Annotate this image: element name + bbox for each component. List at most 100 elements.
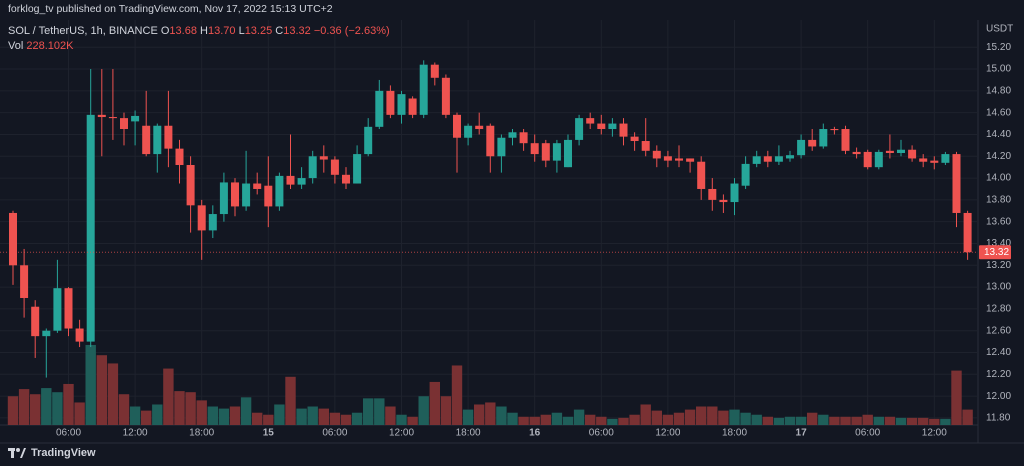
volume-bar <box>474 404 485 425</box>
volume-bar <box>107 363 119 425</box>
candle-body <box>208 214 217 231</box>
volume-bar <box>707 406 718 425</box>
candle-body <box>231 182 239 207</box>
y-tick-label: 14.40 <box>986 129 1011 140</box>
volume-bar <box>784 416 796 425</box>
volume-bar <box>640 404 651 425</box>
candle-body <box>663 156 672 161</box>
candle-body <box>386 90 395 115</box>
y-tick-label: 12.80 <box>986 304 1011 315</box>
candle-body <box>630 136 639 142</box>
candle-body <box>297 178 306 185</box>
candle-body <box>419 64 428 115</box>
volume-bar <box>540 414 551 425</box>
x-tick-label: 17 <box>796 428 808 439</box>
volume-bar <box>729 409 740 425</box>
volume-bar <box>418 396 429 425</box>
candle-body <box>353 154 362 184</box>
x-tick-label: 18:00 <box>456 428 481 439</box>
volume-bar <box>518 416 529 425</box>
y-axis-label: USDT <box>986 24 1013 35</box>
volume-bar <box>196 400 207 425</box>
volume-bar <box>96 355 107 425</box>
volume-bar <box>618 417 629 425</box>
x-tick-label: 06:00 <box>56 428 81 439</box>
brand: TradingView <box>8 447 96 459</box>
volume-bar <box>174 391 185 425</box>
volume-bar <box>152 404 163 425</box>
candle-body <box>730 183 739 203</box>
volume-bar <box>696 406 707 425</box>
candle-body <box>9 212 17 266</box>
volume-bar <box>129 406 141 425</box>
candle-body <box>575 118 584 140</box>
volume-bar <box>740 412 751 425</box>
y-tick-label: 14.60 <box>986 107 1011 118</box>
candle-body <box>641 141 650 151</box>
ohlc-key: L <box>238 25 245 37</box>
candle-body <box>686 158 695 162</box>
x-tick-label: 12:00 <box>922 428 947 439</box>
volume-bar <box>507 412 518 425</box>
volume-bar <box>551 412 563 425</box>
y-tick-label: 11.80 <box>986 413 1011 424</box>
candle-body <box>75 328 84 342</box>
volume-bar <box>862 414 873 425</box>
candle-body <box>552 143 561 161</box>
volume-bar <box>673 412 685 425</box>
candle-body <box>863 151 872 168</box>
candle-body <box>242 183 251 207</box>
volume-bar <box>929 418 940 425</box>
volume-bar <box>451 365 463 425</box>
volume-bar <box>962 409 973 425</box>
candle-body <box>253 183 262 189</box>
volume-bar <box>229 406 241 425</box>
y-tick-label: 13.60 <box>986 216 1011 227</box>
x-tick-label: 18:00 <box>722 428 747 439</box>
y-tick-label: 15.20 <box>986 42 1011 53</box>
candle-body <box>375 90 384 127</box>
volume-bar <box>440 396 452 425</box>
candle-body <box>719 199 728 203</box>
volume-bar <box>318 408 329 425</box>
volume-bar <box>218 408 230 425</box>
candle-body <box>408 98 417 115</box>
candle-body <box>774 156 783 162</box>
ohlc: O13.68 H13.70 L13.25 C13.32 <box>161 25 314 37</box>
volume-bar <box>573 409 585 425</box>
candle-body <box>453 114 461 138</box>
volume-bar <box>141 410 152 425</box>
candle-body <box>42 330 51 337</box>
ohlc-value: 13.25 <box>244 25 273 37</box>
volume-bar <box>252 412 263 425</box>
x-tick-label: 12:00 <box>655 428 680 439</box>
volume-bar <box>873 416 884 425</box>
candle-body <box>486 125 495 157</box>
x-tick-label: 16 <box>529 428 541 439</box>
candle-body <box>619 123 628 137</box>
volume-bar <box>807 412 818 425</box>
candle-body <box>508 132 517 138</box>
candle-body <box>430 64 439 78</box>
ohlc-key: H <box>200 25 208 37</box>
candle-body <box>330 159 339 175</box>
candle-body <box>475 125 484 130</box>
candle-body <box>164 125 173 149</box>
candle-body <box>175 148 184 165</box>
price-label: 13.32 <box>984 247 1009 258</box>
volume-bar <box>340 414 352 425</box>
candle-body <box>53 288 62 331</box>
volume-bar <box>363 398 374 425</box>
volume-bar <box>662 414 674 425</box>
volume-bar <box>496 406 507 425</box>
volume-bar <box>7 396 19 425</box>
volume-bar <box>585 414 596 425</box>
volume-bar <box>30 394 41 425</box>
volume-bar <box>485 402 496 425</box>
candle-body <box>286 175 295 185</box>
volume-bar <box>307 406 318 425</box>
grid <box>0 20 978 425</box>
candle-body <box>675 158 683 161</box>
ohlc-key: O <box>160 25 170 37</box>
